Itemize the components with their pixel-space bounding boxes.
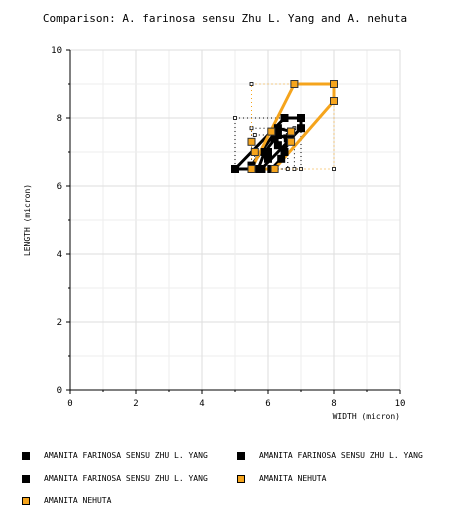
- legend-swatch-1: [22, 451, 30, 460]
- data-point-series-4: [287, 127, 296, 136]
- legend-label-4: AMANITA NEHUTA: [259, 474, 327, 483]
- series-points: [231, 80, 338, 173]
- data-point-series-1: [280, 114, 289, 122]
- data-point-series-4: [290, 80, 299, 88]
- data-point-series-2: [273, 124, 282, 133]
- y-tick-label: 4: [57, 250, 62, 260]
- legend-item-2: AMANITA FARINOSA SENSU ZHU L. YANG: [237, 451, 423, 460]
- y-tick-label: 8: [57, 114, 62, 124]
- legend-item-5: AMANITA NEHUTA: [22, 496, 111, 505]
- grid: [69, 49, 401, 391]
- data-point-series-3: [277, 154, 286, 163]
- y-axis-label: LENGTH (micron): [23, 184, 32, 256]
- legend-label-1: AMANITA FARINOSA SENSU ZHU L. YANG: [44, 451, 208, 460]
- x-tick-label: 10: [395, 399, 406, 409]
- legend-label-5: AMANITA NEHUTA: [44, 496, 112, 505]
- legend-label-3: AMANITA FARINOSA SENSU ZHU L. YANG: [44, 474, 208, 483]
- x-tick-label: 4: [199, 399, 204, 409]
- data-point-series-4: [270, 165, 279, 173]
- y-tick-label: 0: [57, 386, 62, 396]
- data-point-series-4: [330, 97, 338, 105]
- legend-item-3: AMANITA FARINOSA SENSU ZHU L. YANG: [22, 474, 208, 483]
- range-box-4: [251, 83, 335, 170]
- legend-swatch-4: [237, 474, 245, 483]
- data-point-series-4: [267, 127, 276, 136]
- range-box-corner: [233, 116, 237, 120]
- legend-item-1: AMANITA FARINOSA SENSU ZHU L. YANG: [22, 451, 208, 460]
- legend-swatch-2: [237, 451, 245, 460]
- range-box-corner: [332, 167, 336, 171]
- y-tick-label: 10: [51, 46, 62, 56]
- data-point-series-3: [260, 148, 269, 156]
- legend-swatch-3: [22, 474, 30, 483]
- legend-label-2: AMANITA FARINOSA SENSU ZHU L. YANG: [259, 451, 423, 460]
- range-box-corner: [249, 126, 254, 131]
- data-point-series-3: [273, 131, 282, 139]
- range-box-corner: [252, 133, 257, 137]
- y-tick-label: 6: [57, 182, 62, 192]
- data-point-series-2: [264, 154, 272, 163]
- x-tick-label: 0: [67, 399, 72, 409]
- x-tick-label: 6: [265, 399, 270, 409]
- x-tick-label: 8: [331, 399, 336, 409]
- chart-title: Comparison: A. farinosa sensu Zhu L. Yan…: [43, 12, 407, 25]
- range-box-1: [234, 117, 302, 170]
- legend-item-4: AMANITA NEHUTA: [237, 474, 326, 483]
- x-axis-label: WIDTH (micron): [333, 412, 400, 421]
- data-point-series-1: [231, 165, 239, 173]
- data-point-series-1: [297, 124, 305, 133]
- data-point-series-4: [287, 137, 296, 146]
- legend-swatch-5: [22, 496, 30, 505]
- data-point-series-2: [280, 148, 289, 156]
- ticks: 0 2 4 6 8 10 0 2 4 6 8 10: [51, 46, 405, 409]
- data-point-series-4: [247, 165, 256, 173]
- data-point-series-4: [247, 137, 256, 146]
- data-point-series-3: [254, 165, 263, 173]
- x-tick-label: 2: [133, 399, 138, 409]
- data-point-series-1: [297, 114, 305, 122]
- y-tick-label: 2: [57, 318, 62, 328]
- data-point-series-4: [330, 80, 338, 88]
- range-box-corner: [249, 82, 254, 86]
- data-point-series-4: [250, 148, 259, 156]
- data-point-series-1: [273, 141, 282, 150]
